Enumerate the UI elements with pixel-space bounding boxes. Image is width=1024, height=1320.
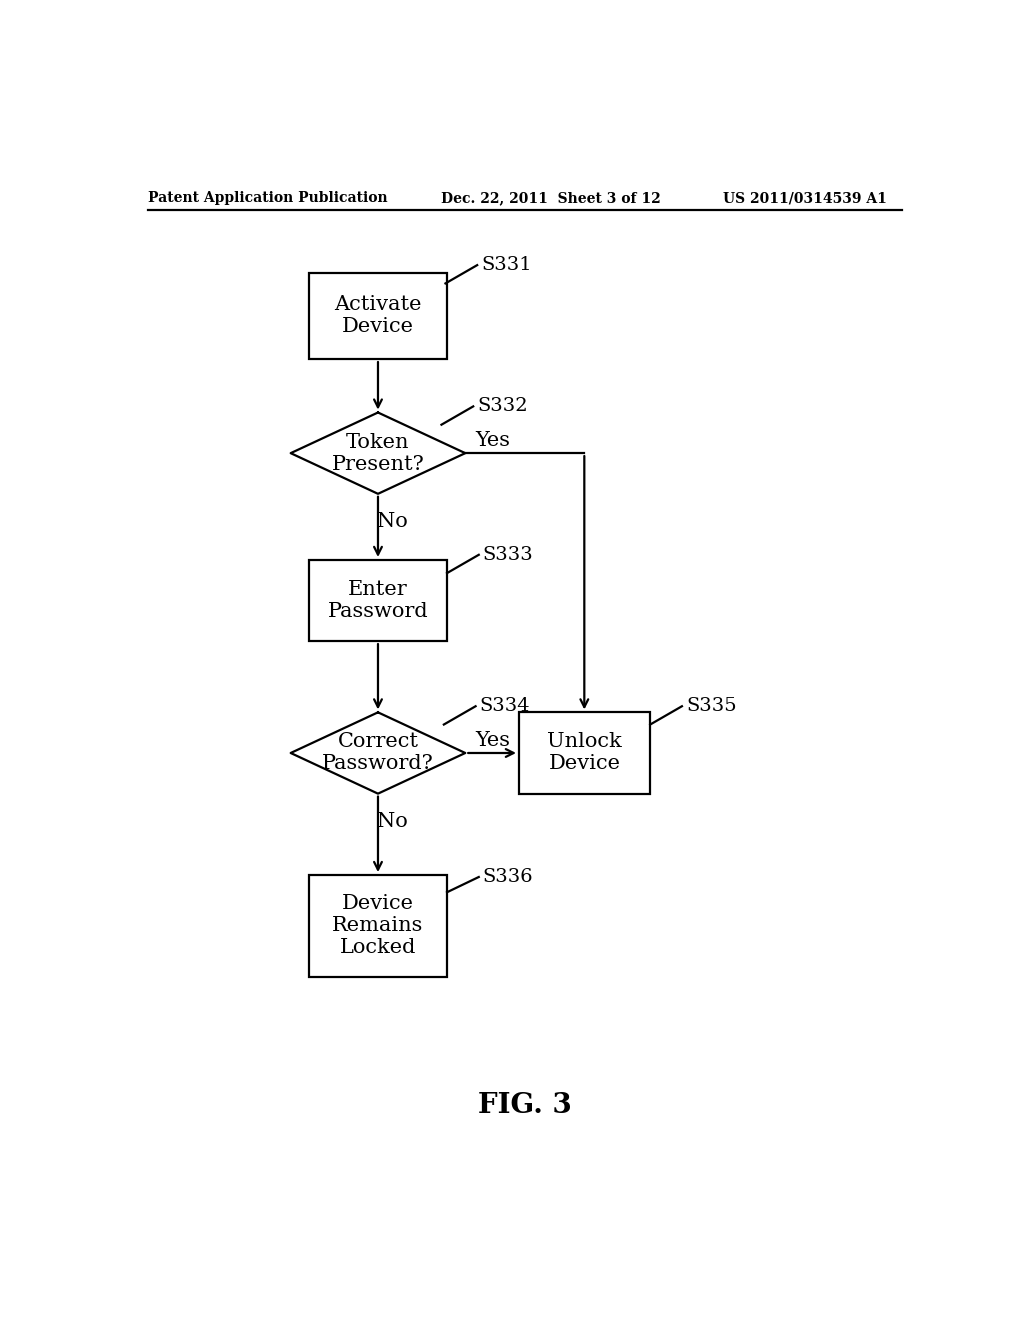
- Text: S334: S334: [479, 697, 530, 715]
- Text: S332: S332: [477, 397, 527, 416]
- Text: Activate
Device: Activate Device: [334, 296, 422, 337]
- Text: Dec. 22, 2011  Sheet 3 of 12: Dec. 22, 2011 Sheet 3 of 12: [441, 191, 662, 205]
- Text: Device
Remains
Locked: Device Remains Locked: [333, 894, 424, 957]
- Text: Patent Application Publication: Patent Application Publication: [147, 191, 387, 205]
- Text: S335: S335: [686, 697, 736, 715]
- Text: FIG. 3: FIG. 3: [478, 1092, 571, 1119]
- Text: US 2011/0314539 A1: US 2011/0314539 A1: [723, 191, 887, 205]
- Text: Yes: Yes: [475, 432, 510, 450]
- Text: No: No: [377, 812, 408, 832]
- FancyBboxPatch shape: [308, 875, 447, 977]
- Text: Yes: Yes: [475, 731, 510, 750]
- Text: S333: S333: [482, 545, 534, 564]
- FancyBboxPatch shape: [519, 713, 650, 793]
- Text: Correct
Password?: Correct Password?: [323, 733, 434, 774]
- FancyBboxPatch shape: [308, 560, 447, 642]
- FancyBboxPatch shape: [308, 273, 447, 359]
- Text: Enter
Password: Enter Password: [328, 579, 428, 620]
- Text: S331: S331: [481, 256, 531, 275]
- Text: Token
Present?: Token Present?: [332, 433, 424, 474]
- Text: Unlock
Device: Unlock Device: [547, 733, 622, 774]
- Polygon shape: [291, 713, 465, 793]
- Text: No: No: [377, 512, 408, 531]
- Text: S336: S336: [482, 869, 534, 886]
- Polygon shape: [291, 412, 465, 494]
